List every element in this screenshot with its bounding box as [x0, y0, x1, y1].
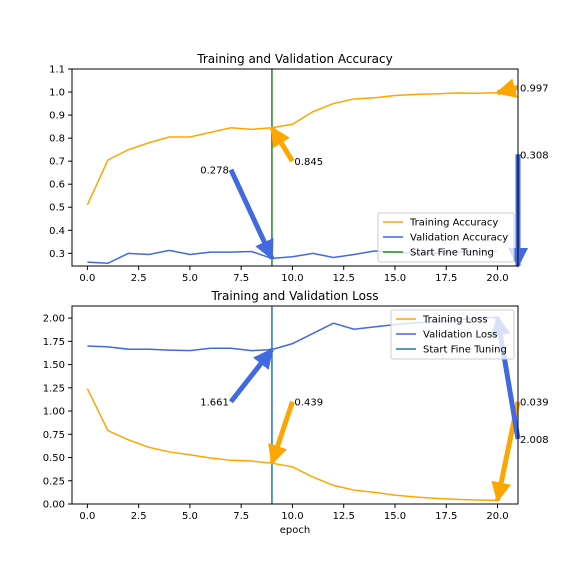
loss-annotation-label: 2.008 — [520, 435, 549, 446]
loss-legend: Training Loss Validation Loss Start Fine… — [390, 309, 515, 360]
accuracy-x-tick-label: 5.0 — [182, 273, 198, 284]
accuracy-y-tick-label: 1.0 — [49, 88, 65, 99]
loss-x-tick-label: 20.0 — [486, 511, 508, 522]
accuracy-chart-title: Training and Validation Accuracy — [196, 52, 392, 66]
accuracy-y-tick-label: 0.7 — [49, 157, 65, 168]
legend-label-start-fine-tuning-loss: Start Fine Tuning — [423, 345, 507, 356]
accuracy-y-tick-label: 0.3 — [49, 249, 65, 260]
loss-y-tick-label: 1.25 — [43, 383, 65, 394]
loss-legend-box — [390, 309, 515, 360]
accuracy-x-ticks: 0.0 2.5 5.0 7.5 10.0 12.5 15.0 17.5 20.0 — [79, 266, 509, 284]
loss-annotation-label: 1.661 — [200, 398, 229, 409]
accuracy-x-tick-label: 2.5 — [131, 273, 147, 284]
accuracy-y-tick-label: 1.1 — [49, 65, 65, 76]
loss-x-tick-label: 10.0 — [281, 511, 303, 522]
loss-x-tick-label: 15.0 — [384, 511, 406, 522]
loss-y-tick-label: 0.50 — [43, 453, 65, 464]
loss-chart-title: Training and Validation Loss — [211, 289, 379, 303]
legend-label-training-loss: Training Loss — [422, 315, 488, 326]
loss-x-axis-label: epoch — [280, 525, 310, 536]
legend-label-validation-loss: Validation Loss — [423, 330, 498, 341]
accuracy-annotation-label: 0.845 — [294, 157, 323, 168]
accuracy-annotation-arrow — [495, 78, 519, 98]
accuracy-y-tick-label: 0.4 — [49, 226, 65, 237]
loss-annotation-arrow — [228, 348, 274, 404]
loss-y-tick-label: 0.75 — [43, 430, 65, 441]
loss-x-tick-label: 2.5 — [131, 511, 147, 522]
loss-chart: Training and Validation Loss 0.0 2.5 5.0 7.… — [43, 289, 549, 536]
accuracy-x-tick-label: 7.5 — [233, 273, 249, 284]
accuracy-y-ticks: 0.3 0.4 0.5 0.6 0.7 0.8 0.9 1.0 1.1 — [49, 65, 72, 260]
loss-annotation-arrow — [268, 400, 295, 466]
accuracy-annotation-label: 0.997 — [520, 83, 549, 94]
legend-label-validation-accuracy: Validation Accuracy — [410, 233, 508, 244]
loss-y-ticks: 0.00 0.25 0.50 0.75 1.00 1.25 1.50 1.75 2.00 — [43, 314, 72, 511]
accuracy-legend: Training Accuracy Validation Accuracy St… — [377, 212, 515, 263]
loss-y-tick-label: 1.00 — [43, 407, 65, 418]
accuracy-x-tick-label: 17.5 — [435, 273, 457, 284]
loss-y-tick-label: 0.25 — [43, 476, 65, 487]
loss-x-tick-label: 5.0 — [182, 511, 198, 522]
legend-label-training-accuracy: Training Accuracy — [409, 218, 498, 229]
loss-y-tick-label: 1.75 — [43, 337, 65, 348]
loss-y-tick-label: 1.50 — [43, 360, 65, 371]
accuracy-annotation-arrow — [269, 126, 295, 163]
accuracy-y-tick-label: 0.9 — [49, 111, 65, 122]
series-line-training-loss — [86, 388, 498, 502]
accuracy-annotation-arrow — [228, 168, 275, 261]
accuracy-legend-box — [377, 212, 515, 263]
accuracy-annotation-label: 0.308 — [520, 150, 549, 161]
accuracy-annotation-label: 0.278 — [200, 166, 229, 177]
accuracy-plot-frame — [71, 68, 519, 267]
accuracy-x-tick-label: 10.0 — [281, 273, 303, 284]
accuracy-x-tick-label: 20.0 — [486, 273, 508, 284]
accuracy-y-tick-label: 0.5 — [49, 203, 65, 214]
loss-x-tick-label: 0.0 — [79, 511, 95, 522]
accuracy-x-tick-label: 0.0 — [79, 273, 95, 284]
accuracy-x-tick-label: 12.5 — [333, 273, 355, 284]
accuracy-y-tick-label: 0.8 — [49, 134, 65, 145]
loss-x-tick-label: 7.5 — [233, 511, 249, 522]
loss-annotation-label: 0.039 — [520, 398, 549, 409]
accuracy-chart: Training and Validation Accuracy 0.0 2.5 5… — [49, 52, 549, 284]
loss-plot-frame — [71, 305, 519, 505]
loss-x-tick-label: 12.5 — [333, 511, 355, 522]
accuracy-annotations: 0.278 0.845 0.997 0.308 — [200, 78, 549, 268]
series-line-training-accuracy — [86, 91, 498, 206]
accuracy-x-tick-label: 15.0 — [384, 273, 406, 284]
legend-label-start-fine-tuning-acc: Start Fine Tuning — [410, 248, 494, 259]
accuracy-y-tick-label: 0.6 — [49, 180, 65, 191]
loss-y-tick-label: 0.00 — [43, 500, 65, 511]
loss-annotation-label: 0.439 — [294, 398, 323, 409]
loss-x-ticks: 0.0 2.5 5.0 7.5 10.0 12.5 15.0 17.5 20.0 — [79, 504, 509, 522]
loss-y-tick-label: 2.00 — [43, 314, 65, 325]
loss-x-tick-label: 17.5 — [435, 511, 457, 522]
